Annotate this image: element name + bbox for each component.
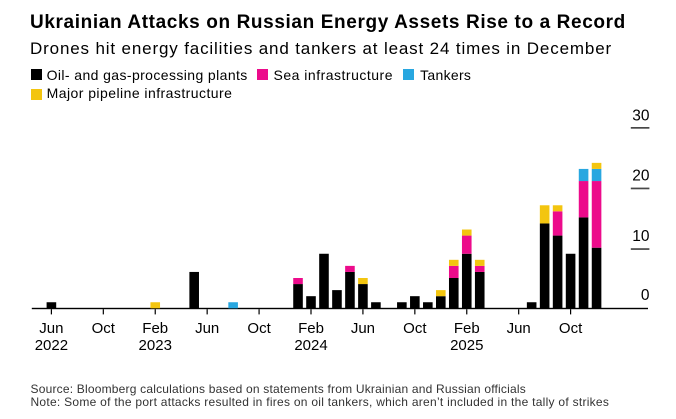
svg-text:30: 30 xyxy=(632,107,650,124)
svg-text:2023: 2023 xyxy=(139,337,172,354)
svg-text:Oct: Oct xyxy=(403,320,427,337)
svg-text:20: 20 xyxy=(632,168,650,185)
svg-text:10: 10 xyxy=(632,228,650,245)
svg-text:0: 0 xyxy=(641,287,650,304)
svg-text:Oct: Oct xyxy=(559,320,583,337)
svg-text:Oct: Oct xyxy=(92,320,116,337)
svg-text:Feb: Feb xyxy=(454,320,480,337)
svg-text:Jun: Jun xyxy=(195,320,219,337)
svg-text:Jun: Jun xyxy=(351,320,375,337)
svg-text:Jun: Jun xyxy=(507,320,531,337)
svg-text:Feb: Feb xyxy=(298,320,324,337)
svg-text:Feb: Feb xyxy=(142,320,168,337)
svg-text:2022: 2022 xyxy=(35,337,68,354)
svg-text:2024: 2024 xyxy=(294,337,327,354)
svg-text:Jun: Jun xyxy=(39,320,63,337)
svg-text:Oct: Oct xyxy=(247,320,271,337)
svg-text:2025: 2025 xyxy=(450,337,483,354)
